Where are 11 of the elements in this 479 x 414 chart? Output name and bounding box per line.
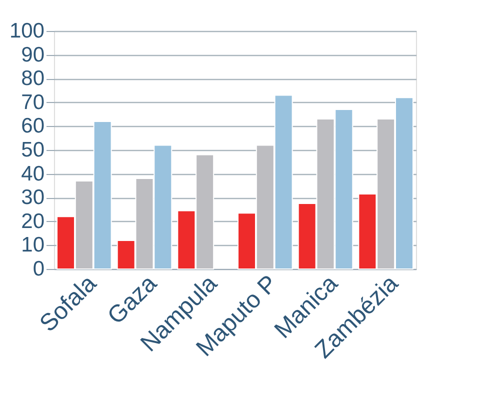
y-tick-label: 60 [21, 114, 44, 138]
y-tick-label: 40 [21, 162, 44, 186]
y-tick-label: 70 [21, 90, 44, 114]
y-tick-label: 20 [21, 210, 44, 233]
y-tick-label: 80 [21, 67, 44, 90]
y-tick-label: 90 [21, 43, 44, 66]
y-tick-label: 30 [21, 186, 44, 210]
y-tick-label: 100 [9, 20, 44, 42]
y-tick-label: 50 [21, 138, 44, 162]
y-tick-label: 0 [32, 258, 44, 280]
y-tick-label: 10 [21, 234, 44, 257]
